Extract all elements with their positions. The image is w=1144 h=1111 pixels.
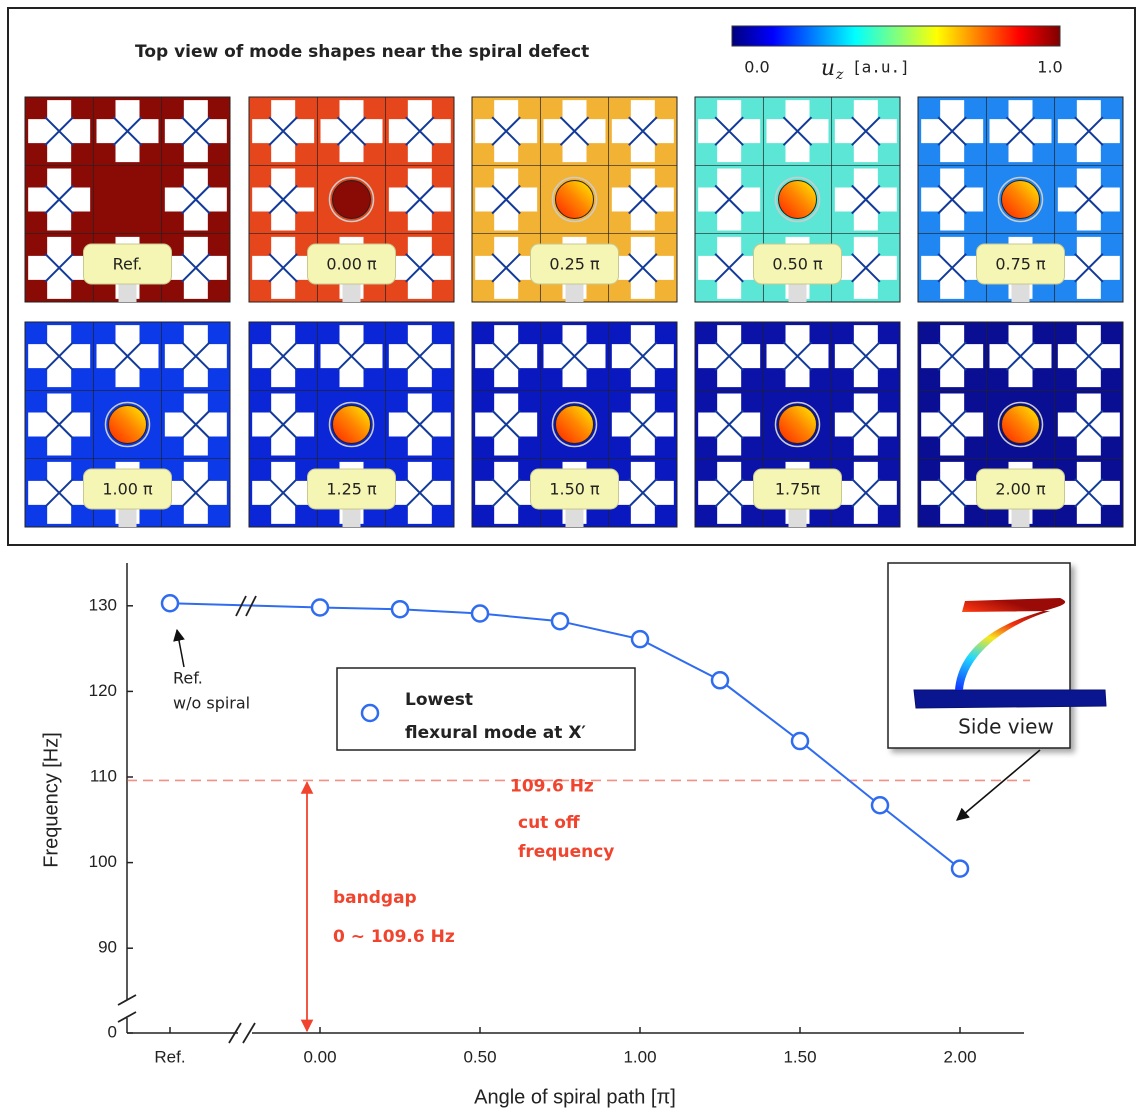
x-tick-label: Ref. — [154, 1047, 185, 1066]
mode-panel: 0.25 π — [472, 97, 677, 302]
reference-point — [162, 595, 178, 611]
y-tick-label: 90 — [98, 938, 117, 957]
spiral-disc — [556, 406, 594, 444]
figure: Top view of mode shapes near the spiral … — [0, 0, 1144, 1111]
cutoff-note: frequency — [518, 842, 614, 862]
data-point — [712, 672, 728, 688]
inset-base — [914, 690, 1106, 708]
colorbar-gradient — [732, 26, 1060, 46]
y-tick-label: 120 — [89, 681, 117, 700]
mode-panel: 0.50 π — [695, 97, 900, 302]
mode-panel: 0.75 π — [918, 97, 1123, 302]
panel-label: 1.50 π — [549, 480, 600, 499]
y-tick-label: 100 — [89, 852, 117, 871]
x-tick-label: 1.50 — [783, 1047, 816, 1066]
panel-label: 0.50 π — [772, 255, 823, 274]
x-tick-label: 0.00 — [303, 1047, 336, 1066]
mode-panel: 1.50 π — [472, 322, 677, 527]
spiral-disc — [333, 181, 371, 219]
inset-label: Side view — [958, 715, 1054, 739]
y-tick-label: 110 — [90, 766, 117, 785]
data-point — [472, 606, 488, 622]
reference-note: Ref. — [173, 669, 203, 688]
x-tick-label: 0.50 — [463, 1047, 496, 1066]
panel-label: 1.75π — [775, 480, 821, 499]
mode-panel: 0.00 π — [249, 97, 454, 302]
y-axis-label: Frequency [Hz] — [40, 732, 62, 868]
colorbar-unit: [a.u.] — [852, 58, 910, 77]
spiral-disc — [109, 406, 147, 444]
spiral-disc — [779, 181, 817, 219]
spiral-disc — [556, 181, 594, 219]
panel-label: 0.75 π — [995, 255, 1046, 274]
panel-label: 1.00 π — [102, 480, 153, 499]
data-point — [952, 861, 968, 877]
spiral-disc — [333, 406, 371, 444]
cutoff-note: cut off — [518, 813, 580, 833]
reference-link — [170, 603, 320, 607]
x-axis-label: Angle of spiral path [π] — [474, 1086, 676, 1108]
panel-title: Top view of mode shapes near the spiral … — [135, 42, 589, 62]
reference-note: w/o spiral — [173, 694, 250, 713]
data-point — [552, 613, 568, 629]
label-stem — [119, 282, 137, 302]
data-point — [792, 733, 808, 749]
label-stem — [343, 282, 361, 302]
colorbar-tick-label: 0.0 — [744, 58, 769, 77]
data-point — [392, 601, 408, 617]
y-tick-label: 0 — [108, 1022, 117, 1041]
colorbar-symbol: u — [821, 56, 835, 81]
label-stem — [119, 507, 137, 527]
mode-panel: 1.25 π — [249, 322, 454, 527]
panel-label: 2.00 π — [995, 480, 1046, 499]
data-point — [872, 797, 888, 813]
colorbar-tick-label: 1.0 — [1037, 58, 1062, 77]
cutoff-label: 109.6 Hz — [510, 776, 594, 796]
legend-marker — [362, 705, 378, 721]
colorbar-subscript: z — [835, 67, 844, 83]
label-stem — [566, 282, 584, 302]
label-stem — [566, 507, 584, 527]
panel-label: 1.25 π — [326, 480, 377, 499]
label-stem — [789, 282, 807, 302]
label-stem — [789, 507, 807, 527]
legend-label: Lowest — [405, 690, 473, 710]
reference-arrow — [177, 630, 184, 667]
spiral-disc — [1002, 181, 1040, 219]
legend-label: flexural mode at X′ — [405, 723, 586, 743]
label-stem — [1012, 282, 1030, 302]
panel-label: 0.00 π — [326, 255, 377, 274]
bandgap-note: bandgap — [333, 888, 417, 908]
panel-label: Ref. — [113, 255, 143, 274]
label-stem — [1012, 507, 1030, 527]
mode-panel: Ref. — [25, 97, 230, 302]
panel-label: 0.25 π — [549, 255, 600, 274]
inset: Side view — [888, 563, 1106, 820]
y-tick-label: 130 — [89, 595, 117, 614]
mode-panel: 1.00 π — [25, 322, 230, 527]
bandgap-note: 0 ~ 109.6 Hz — [333, 927, 455, 947]
colorbar: u z [a.u.] 0.0 1.0 — [732, 26, 1063, 83]
mode-panel: 2.00 π — [918, 322, 1123, 527]
x-tick-label: 1.00 — [623, 1047, 656, 1066]
inset-arrow — [957, 750, 1040, 820]
y-axis-break — [118, 995, 136, 1022]
data-point — [312, 600, 328, 616]
spiral-disc — [1002, 406, 1040, 444]
x-tick-label: 2.00 — [943, 1047, 976, 1066]
data-point — [632, 631, 648, 647]
mode-panel: 1.75π — [695, 322, 900, 527]
spiral-disc — [779, 406, 817, 444]
label-stem — [343, 507, 361, 527]
